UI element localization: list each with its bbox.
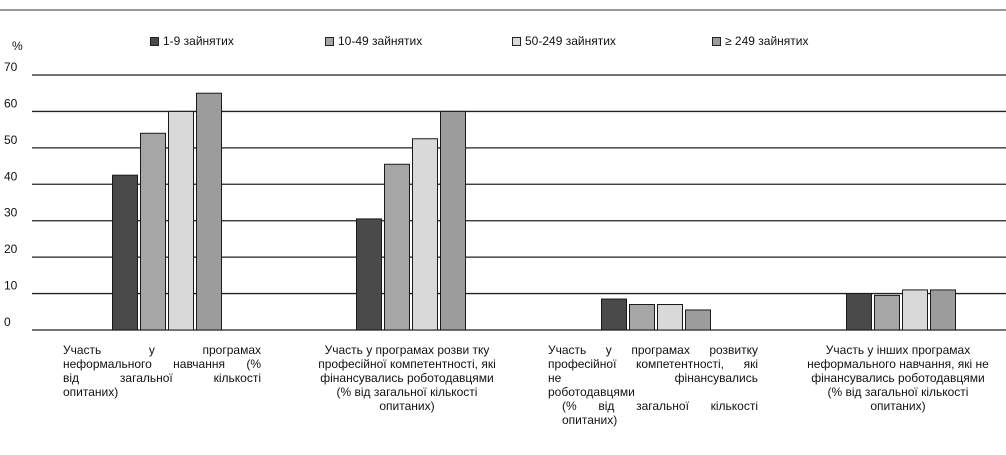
legend-label: 10-49 зайнятих	[338, 34, 423, 48]
y-tick-label: 70	[4, 60, 18, 74]
category-label-line: опитаних)	[870, 399, 926, 413]
category-label-line: професійної компетентності, які	[318, 357, 496, 371]
legend-swatch	[325, 36, 334, 46]
category-label-line: професійної компетентності, які	[548, 357, 758, 371]
bar	[384, 163, 410, 331]
legend: 1-9 зайнятих 10-49 зайнятих 50-249 зайня…	[0, 34, 1006, 54]
bar	[629, 304, 655, 331]
y-tick-label: 10	[4, 279, 18, 293]
bar	[356, 218, 382, 331]
category-label-line: Участь у програмах розвитку	[548, 343, 758, 357]
category-label-line: Участь у програмах	[63, 343, 261, 357]
legend-item-50-249: 50-249 зайнятих	[512, 34, 616, 48]
category-label-line: опитаних)	[63, 385, 119, 399]
category-label-2: Участь у програмах розви тку професійної…	[302, 343, 512, 413]
legend-item-1-9: 1-9 зайнятих	[150, 34, 234, 48]
category-label-line: Участь у інших програмах	[825, 343, 971, 357]
bar	[930, 289, 956, 331]
y-tick-label: 30	[4, 206, 18, 220]
legend-item-10-49: 10-49 зайнятих	[325, 34, 422, 48]
category-label-1: Участь у програмах неформального навчанн…	[63, 343, 261, 399]
category-label-line: фінансувались роботодавцями	[320, 371, 494, 385]
bar	[601, 298, 627, 331]
bar	[846, 293, 872, 331]
bar	[412, 138, 438, 331]
y-tick-label: 20	[4, 242, 18, 256]
legend-label: ≥ 249 зайнятих	[725, 34, 809, 48]
category-label-3: Участь у програмах розвитку професійної …	[548, 343, 758, 427]
category-label-line: опитаних)	[379, 399, 435, 413]
bar	[685, 309, 711, 331]
y-tick-label: 50	[4, 133, 18, 147]
legend-label: 1-9 зайнятих	[163, 34, 234, 48]
y-tick-label: 0	[4, 315, 11, 329]
category-label-line: не фінансувались	[548, 371, 758, 385]
category-label-line: (% від загальної кількості	[336, 385, 478, 399]
category-label-line: (% від загальної кількості	[827, 385, 969, 399]
category-label-line: фінансувались роботодавцями	[811, 371, 985, 385]
category-label-line: (% від загальної кількості	[562, 399, 758, 413]
bar	[196, 92, 222, 331]
bar	[874, 294, 900, 331]
category-label-line: неформального навчання (%	[63, 357, 261, 371]
category-label-line: неформального навчання, які не	[807, 357, 989, 371]
category-label-line: роботодавцями	[548, 385, 635, 399]
bar	[902, 289, 928, 331]
legend-swatch	[712, 36, 721, 46]
bar	[440, 110, 466, 331]
legend-swatch	[512, 36, 521, 46]
y-tick-label: 40	[4, 169, 18, 183]
bar	[657, 304, 683, 331]
bar	[140, 132, 166, 331]
legend-item-249-plus: ≥ 249 зайнятих	[712, 34, 808, 48]
legend-swatch	[150, 36, 159, 46]
category-label-4: Участь у інших програмах неформального н…	[796, 343, 1000, 413]
category-label-line: від загальної кількості	[63, 371, 261, 385]
bar	[168, 110, 194, 331]
category-label-line: Участь у програмах розви тку	[324, 343, 490, 357]
y-tick-label: 60	[4, 96, 18, 110]
bar	[112, 174, 138, 331]
legend-label: 50-249 зайнятих	[525, 34, 616, 48]
category-label-line: опитаних)	[562, 413, 618, 427]
y-axis-unit-label: %	[12, 39, 23, 53]
